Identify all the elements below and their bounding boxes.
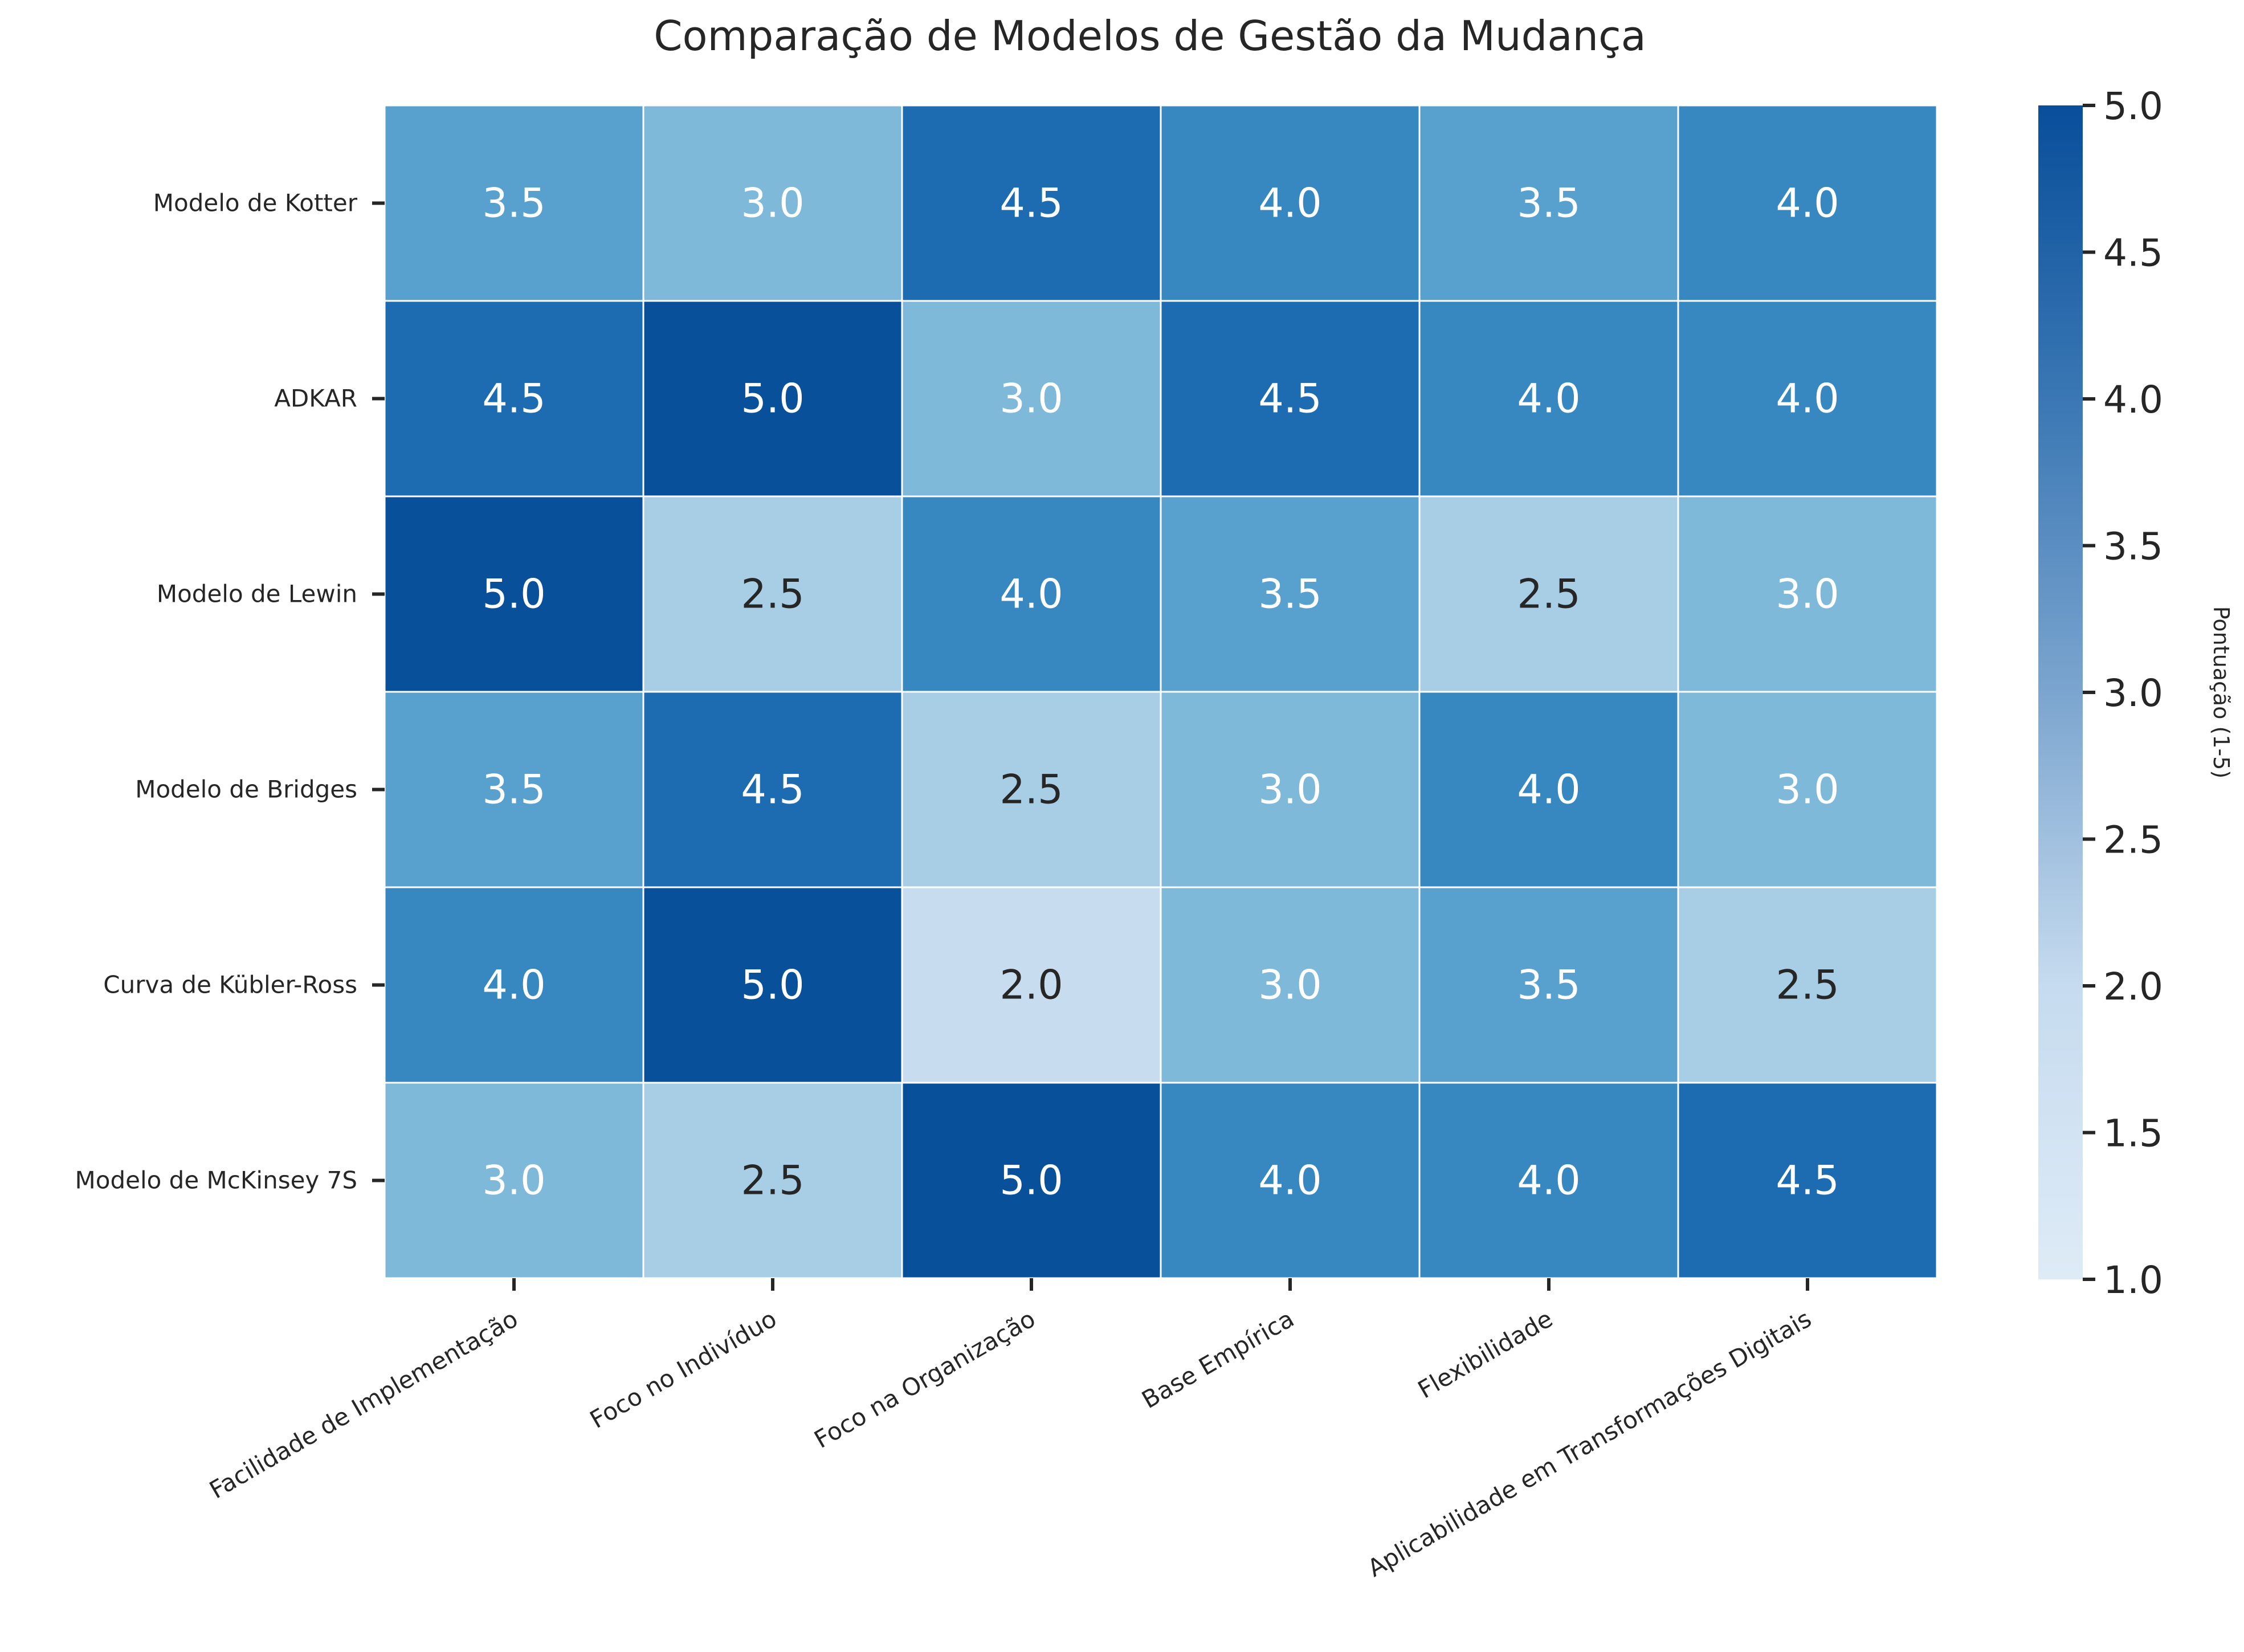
cell-value-label: 2.5: [1517, 571, 1580, 618]
y-tick-label: ADKAR: [274, 385, 357, 413]
cell-value-label: 2.5: [1776, 962, 1839, 1009]
y-tick-label: Modelo de Bridges: [135, 776, 357, 803]
cell-value-label: 4.5: [741, 766, 804, 813]
colorbar-ticks: 1.0 1.5 2.0 2.5 3.0 3.5 4.0 4.5 5.0: [2083, 84, 2163, 1302]
cell-value-label: 4.0: [1258, 1157, 1321, 1204]
cell-value-label: 2.0: [999, 962, 1063, 1009]
x-tick-label: Foco no Indivíduo: [585, 1304, 781, 1434]
heatmap-cell: [901, 495, 1162, 693]
colorbar-gradient: [2038, 105, 2083, 1279]
heatmap-cell: [1160, 886, 1421, 1084]
y-tick-label: Modelo de McKinsey 7S: [75, 1166, 357, 1194]
cell-value-label: 3.5: [1517, 962, 1580, 1009]
heatmap-cell: [1418, 1082, 1679, 1279]
heatmap-cell: [383, 886, 644, 1084]
cell-value-label: 3.0: [1258, 962, 1321, 1009]
cell-value-label: 3.5: [482, 180, 545, 227]
colorbar-tick-label: 4.5: [2103, 231, 2163, 275]
cell-value-label: 4.5: [1776, 1157, 1839, 1204]
cell-value-label: 5.0: [999, 1157, 1063, 1204]
heatmap-cell: [901, 886, 1162, 1084]
cell-value-label: 5.0: [741, 376, 804, 422]
x-axis: Facilidade de Implementação Foco no Indiv…: [205, 1278, 1816, 1582]
cell-value-label: 2.5: [741, 1157, 804, 1204]
cell-value-label: 4.5: [482, 376, 545, 422]
cell-value-label: 3.0: [1258, 766, 1321, 813]
colorbar-tick-label: 5.0: [2103, 84, 2163, 128]
heatmap-cell: [1418, 691, 1679, 888]
heatmap-cell: [383, 691, 644, 888]
x-tick-label: Flexibilidade: [1413, 1304, 1557, 1404]
colorbar-label: Pontuação (1-5): [2209, 606, 2234, 778]
heatmap-cell: [642, 104, 903, 302]
heatmap-cell: [1677, 104, 1938, 302]
colorbar: 1.0 1.5 2.0 2.5 3.0 3.5 4.0 4.5 5.0 Pontuação (1…: [2038, 84, 2234, 1302]
cell-value-label: 4.0: [1517, 376, 1580, 422]
cell-value-label: 3.0: [1776, 766, 1839, 813]
colorbar-tick-label: 3.5: [2103, 525, 2163, 569]
colorbar-tick-label: 1.5: [2103, 1112, 2163, 1156]
cell-value-label: 4.5: [999, 180, 1063, 227]
heatmap-cell: [901, 104, 1162, 302]
cell-value-label: 3.0: [999, 376, 1063, 422]
heatmap-cell: [1677, 495, 1938, 693]
heatmap-cell: [1677, 691, 1938, 888]
cell-value-label: 5.0: [741, 962, 804, 1009]
chart-title: Comparação de Modelos de Gestão da Mudan…: [654, 12, 1646, 60]
cell-value-label: 4.0: [482, 962, 545, 1009]
cell-value-label: 4.5: [1258, 376, 1321, 422]
heatmap-cell: [1160, 691, 1421, 888]
y-tick-label: Curva de Kübler-Ross: [103, 971, 357, 999]
heatmap-cell: [1677, 300, 1938, 497]
heatmap-cell: [901, 691, 1162, 888]
heatmap-cells: 3.5 3.0 4.5 4.0 3.5 4.0 4.5 5.0 3.0 4.5 4.0 4.0 5.0 2…: [383, 104, 1938, 1279]
y-tick-label: Modelo de Lewin: [157, 580, 357, 608]
heatmap-cell: [1160, 300, 1421, 497]
colorbar-tick-label: 2.5: [2103, 818, 2163, 862]
x-tick-label: Foco na Organização: [809, 1304, 1040, 1454]
cell-value-label: 4.0: [999, 571, 1063, 618]
heatmap-cell: [1677, 1082, 1938, 1279]
cell-value-label: 3.5: [482, 766, 545, 813]
cell-value-label: 3.5: [1517, 180, 1580, 227]
colorbar-tick-label: 4.0: [2103, 378, 2163, 422]
heatmap-cell: [1418, 886, 1679, 1084]
heatmap-cell: [383, 495, 644, 693]
heatmap-cell: [1160, 104, 1421, 302]
colorbar-tick-label: 2.0: [2103, 965, 2163, 1009]
cell-value-label: 4.0: [1517, 1157, 1580, 1204]
cell-value-label: 4.0: [1517, 766, 1580, 813]
x-tick-label: Facilidade de Implementação: [205, 1304, 523, 1504]
heatmap-cell: [1160, 495, 1421, 693]
heatmap-cell: [642, 691, 903, 888]
y-axis: Modelo de Kotter ADKAR Modelo de Lewin Mode…: [75, 189, 385, 1194]
heatmap-cell: [383, 1082, 644, 1279]
cell-value-label: 2.5: [741, 571, 804, 618]
cell-value-label: 3.0: [482, 1157, 545, 1204]
cell-value-label: 4.0: [1258, 180, 1321, 227]
colorbar-tick-label: 1.0: [2103, 1258, 2163, 1302]
heatmap-cell: [642, 300, 903, 497]
heatmap-cell: [1418, 104, 1679, 302]
y-tick-label: Modelo de Kotter: [153, 189, 358, 217]
cell-value-label: 2.5: [999, 766, 1063, 813]
cell-value-label: 4.0: [1776, 180, 1839, 227]
heatmap-cell: [1418, 495, 1679, 693]
cell-value-label: 5.0: [482, 571, 545, 618]
cell-value-label: 3.5: [1258, 571, 1321, 618]
heatmap-cell: [383, 104, 644, 302]
cell-value-label: 3.0: [741, 180, 804, 227]
cell-value-label: 4.0: [1776, 376, 1839, 422]
cell-value-label: 3.0: [1776, 571, 1839, 618]
heatmap-cell: [1677, 886, 1938, 1084]
x-tick-label: Base Empírica: [1137, 1304, 1299, 1414]
x-tick-label: Aplicabilidade em Transformações Digitai…: [1363, 1304, 1816, 1582]
colorbar-tick-label: 3.0: [2103, 671, 2163, 715]
heatmap-cell: [642, 495, 903, 693]
